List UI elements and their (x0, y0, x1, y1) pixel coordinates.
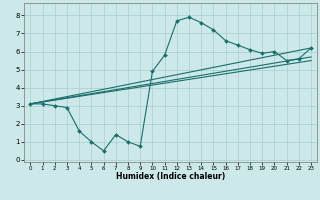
X-axis label: Humidex (Indice chaleur): Humidex (Indice chaleur) (116, 172, 225, 181)
